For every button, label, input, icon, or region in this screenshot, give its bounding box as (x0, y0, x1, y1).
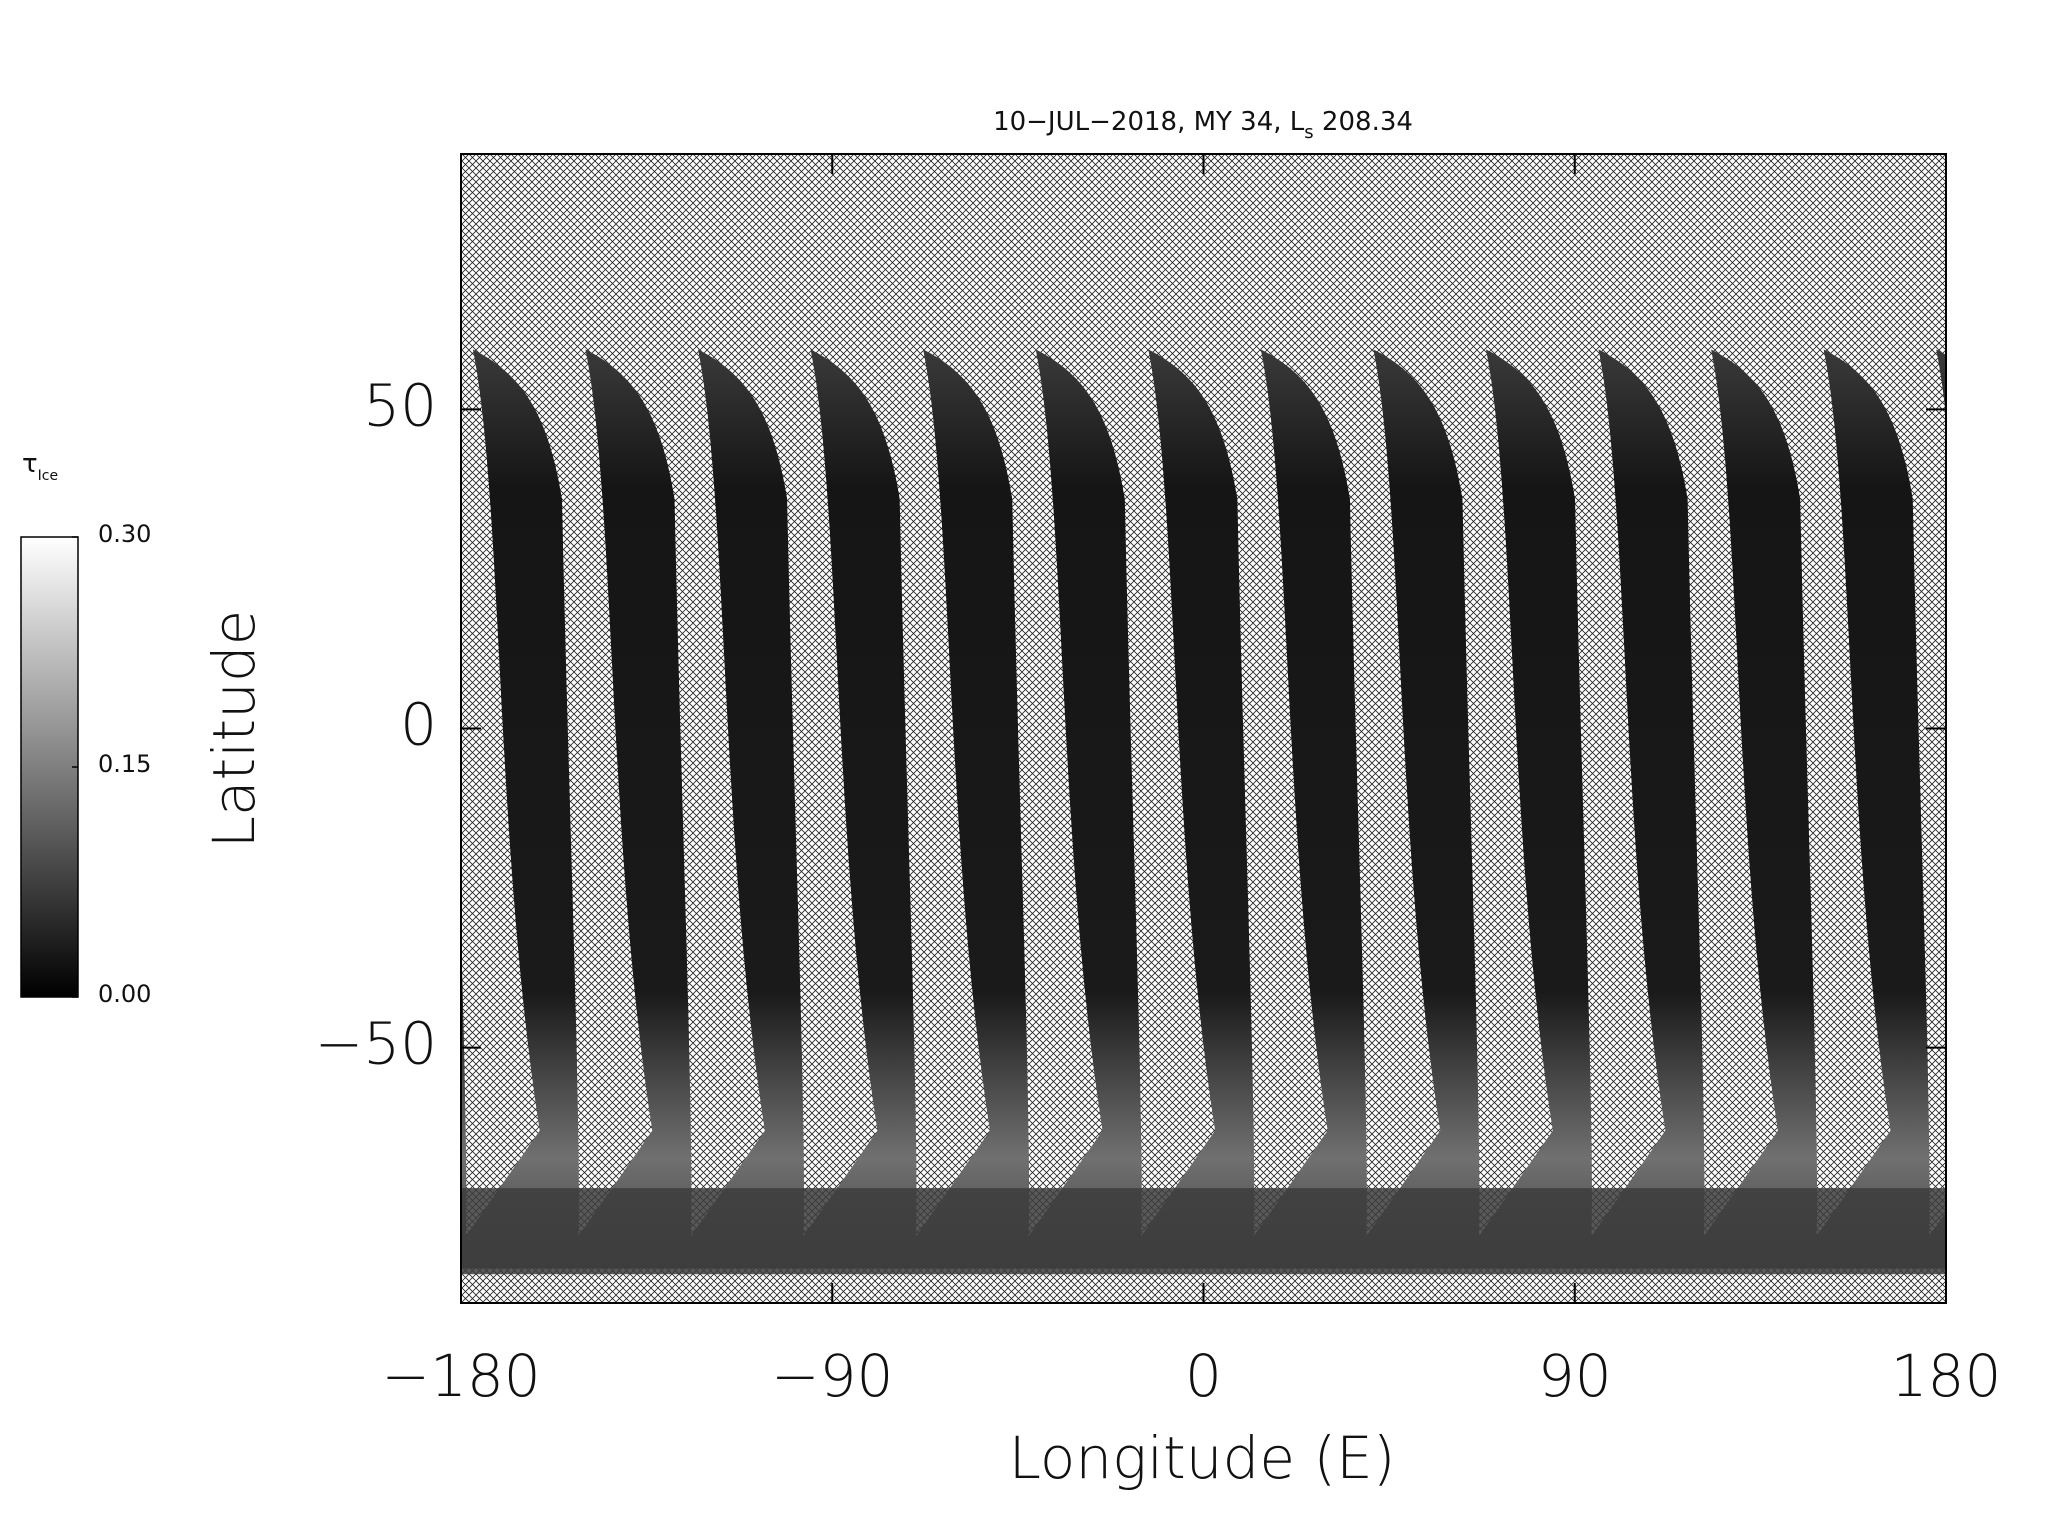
polar-band (461, 1188, 1946, 1275)
swath (780, 349, 917, 1269)
x-tick-label: 0 (1185, 1342, 1222, 1410)
x-tick-label: 180 (1891, 1342, 2002, 1410)
x-tick-label: −90 (771, 1342, 893, 1410)
chart-title: 10−JUL−2018, MY 34, Ls 208.34 (993, 107, 1413, 143)
y-tick-label: 50 (363, 371, 437, 439)
y-tick-label: 0 (400, 691, 437, 759)
swath (668, 349, 804, 1269)
y-axis-label: Latitude (200, 610, 268, 849)
y-tick-label: −50 (315, 1010, 437, 1078)
swath (1793, 349, 1930, 1269)
colorbar-tick-label: 0.00 (98, 980, 151, 1008)
colorbar-tick-label: 0.15 (98, 750, 151, 778)
swath (893, 349, 1030, 1269)
swath (1005, 349, 1142, 1269)
title-tail: 208.34 (1314, 107, 1413, 137)
swath (461, 931, 467, 1269)
swath (1568, 349, 1705, 1269)
x-tick-label: 90 (1538, 1342, 1612, 1410)
title-main: 10−JUL−2018, MY 34, L (993, 107, 1305, 137)
swath (1118, 349, 1255, 1269)
swath (1231, 349, 1367, 1269)
swath (1681, 349, 1818, 1269)
swath (461, 349, 579, 1269)
swath (1456, 349, 1592, 1269)
colorbar-symbol: τ (22, 449, 38, 479)
swath (1343, 349, 1480, 1269)
x-tick-label: −180 (381, 1342, 540, 1410)
colorbar-tick-label: 0.30 (98, 520, 151, 548)
colorbar-subscript: Ice (38, 468, 58, 484)
title-subscript: s (1304, 122, 1313, 143)
x-axis-label: Longitude (E) (1009, 1424, 1396, 1492)
swath (555, 349, 692, 1269)
colorbar (20, 536, 79, 998)
colorbar-label: τIce (22, 449, 58, 484)
map-area (461, 154, 1946, 1303)
